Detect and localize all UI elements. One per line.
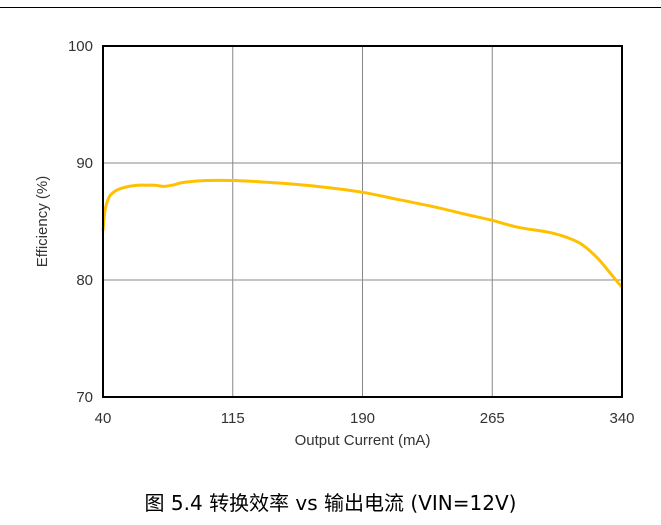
x-tick-label: 340 [609,410,634,427]
y-tick-label: 90 [76,155,93,172]
y-tick-label: 80 [76,272,93,289]
y-tick-label: 70 [76,389,93,406]
y-tick-label: 100 [68,38,93,55]
plot-frame [102,45,623,398]
x-tick-label: 265 [480,410,505,427]
figure-caption: 图 5.4 转换效率 vs 输出电流 (VIN=12V) [144,491,517,515]
y-axis-title: Efficiency (%) [34,176,51,267]
x-tick-labels: 40 115 190 265 340 [95,410,635,427]
x-tick-label: 40 [95,410,112,427]
x-tick-label: 115 [221,410,245,427]
x-axis-title: Output Current (mA) [295,432,431,449]
x-tick-label: 190 [350,410,375,427]
efficiency-chart: 70 80 90 100 40 115 190 265 340 Output Current … [34,38,635,449]
y-tick-labels: 70 80 90 100 [68,38,93,406]
series-layer [101,178,624,289]
top-rule [0,7,661,8]
efficiency-series-line [101,178,624,289]
grid [102,45,623,398]
